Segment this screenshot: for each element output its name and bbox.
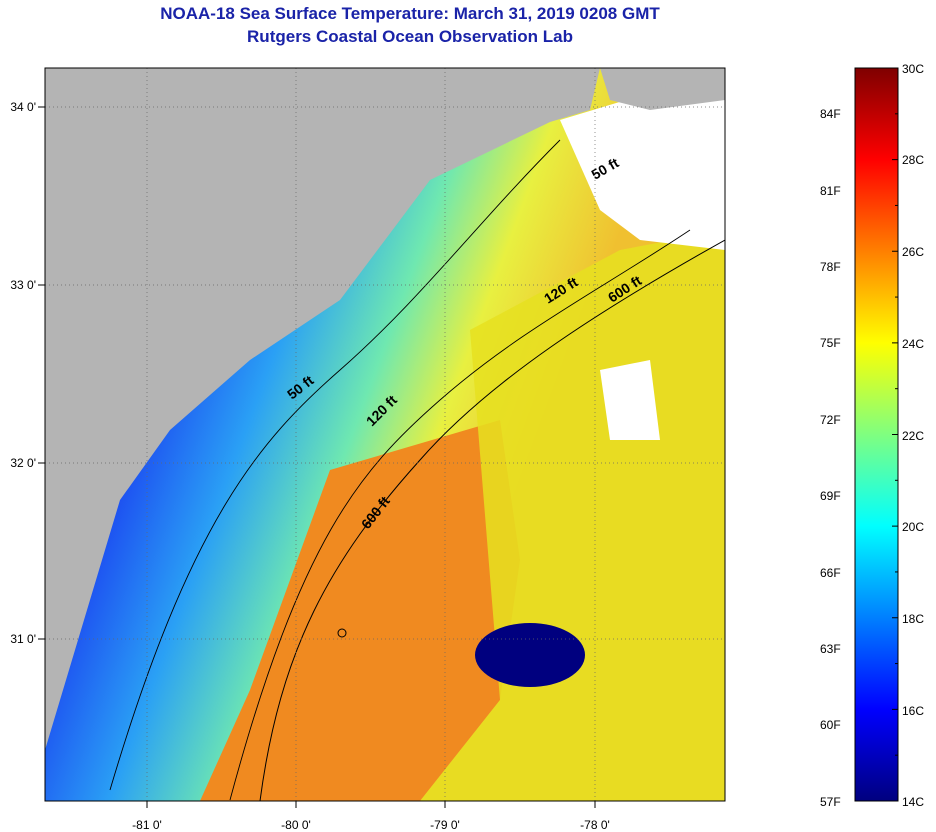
lon-label: -81 0' [132, 818, 162, 832]
isobath-120ft [229, 229, 691, 801]
colorbar-c-label: 24C [902, 337, 924, 351]
station-marker [337, 628, 347, 638]
lon-label: -78 0' [580, 818, 610, 832]
colorbar-f-label: 57F [820, 795, 841, 809]
colorbar-c-label: 26C [902, 245, 924, 259]
colorbar-f-label: 66F [820, 566, 841, 580]
colorbar-f-label: 81F [820, 184, 841, 198]
map-frame [44, 67, 726, 802]
colorbar-gradient [854, 67, 899, 802]
colorbar-c-label: 20C [902, 520, 924, 534]
land-mass [45, 68, 600, 750]
isobath-600ft [259, 239, 725, 801]
colorbar-c-label: 14C [902, 795, 924, 809]
colorbar-f-label: 60F [820, 718, 841, 732]
lat-label: 32 0' [10, 456, 36, 470]
lat-label: 34 0' [10, 100, 36, 114]
colorbar-c-label: 28C [902, 153, 924, 167]
map-subtitle: Rutgers Coastal Ocean Observation Lab [247, 27, 573, 46]
map-area: 50 ft 50 ft 120 ft 120 ft 600 ft 600 ft [45, 68, 725, 801]
colorbar-c-label: 22C [902, 429, 924, 443]
lon-label: -79 0' [430, 818, 460, 832]
graticule [45, 68, 725, 801]
cloud-region-east [600, 360, 660, 440]
lat-label: 33 0' [10, 278, 36, 292]
colorbar-f-label: 72F [820, 413, 841, 427]
lat-label: 31 0' [10, 632, 36, 646]
colorbar-c-label: 30C [902, 62, 924, 76]
cold-eddy [475, 623, 585, 687]
colorbar: 84F 81F 78F 75F 72F 69F 66F 63F 60F 57F … [820, 62, 924, 809]
colorbar-c-label: 18C [902, 612, 924, 626]
colorbar-f-label: 75F [820, 336, 841, 350]
colorbar-c-label: 16C [902, 704, 924, 718]
lon-label: -80 0' [281, 818, 311, 832]
land-mass-northeast [600, 68, 725, 110]
gulf-stream-warm-core [200, 420, 520, 801]
colorbar-ticks [892, 67, 898, 802]
isobath-50ft [109, 139, 561, 791]
colorbar-f-label: 78F [820, 260, 841, 274]
cloud-region-north [560, 70, 725, 250]
colorbar-f-label: 63F [820, 642, 841, 656]
map-title: NOAA-18 Sea Surface Temperature: March 3… [160, 4, 660, 23]
colorbar-f-label: 69F [820, 489, 841, 503]
colorbar-f-label: 84F [820, 107, 841, 121]
map-ticks [38, 106, 596, 808]
